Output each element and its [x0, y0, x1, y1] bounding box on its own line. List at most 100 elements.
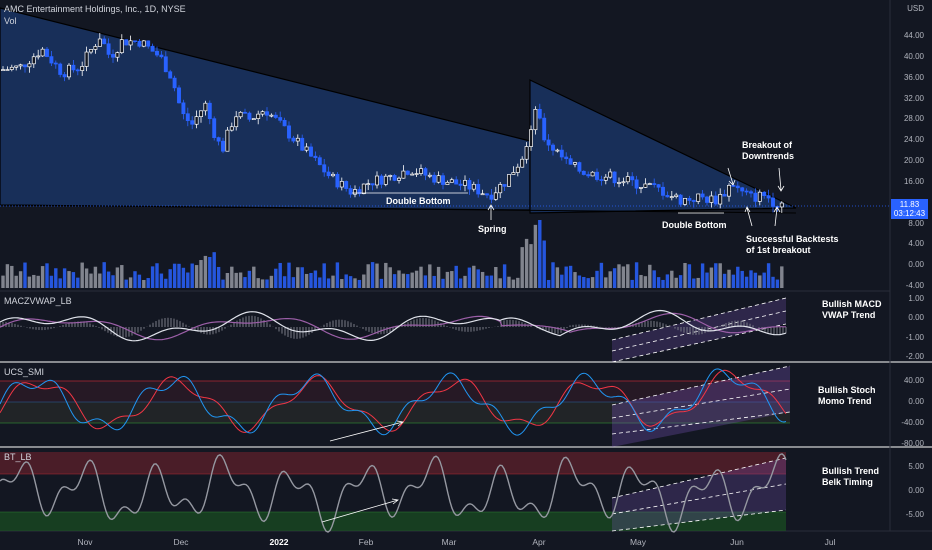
indicator-title-macd[interactable]: MACZVWAP_LB	[4, 296, 72, 306]
candle	[559, 149, 564, 158]
volume-bar	[472, 265, 476, 288]
candle	[419, 168, 423, 174]
volume-bar	[568, 265, 573, 288]
volume-bar	[736, 266, 740, 288]
volume-bar	[670, 270, 674, 288]
candle	[106, 43, 111, 55]
volume-bar	[485, 275, 489, 288]
candle	[155, 50, 159, 56]
candle	[722, 194, 727, 197]
candle	[172, 77, 177, 89]
bt-channel-lower	[611, 509, 787, 532]
bt-pane	[0, 452, 787, 533]
time-axis-label: May	[629, 537, 647, 547]
volume-bar	[533, 224, 538, 288]
candle	[586, 174, 591, 177]
candle	[221, 140, 225, 152]
breakout-arrow	[727, 167, 736, 186]
smi-pane	[0, 365, 791, 447]
last-price-tag: 11.83 03:12:43	[891, 199, 928, 219]
candle	[273, 114, 278, 118]
candle	[243, 111, 247, 114]
candle	[696, 193, 701, 202]
candle	[771, 197, 775, 207]
double-bottom-label: Double Bottom	[386, 196, 451, 206]
volume-bar	[238, 272, 243, 288]
volume-bar	[142, 279, 146, 288]
volume-bar	[520, 247, 524, 288]
volume-bar	[489, 275, 494, 288]
candle	[749, 191, 753, 194]
volume-bar	[665, 274, 670, 288]
candle	[36, 55, 41, 58]
candle	[458, 183, 463, 186]
candle	[414, 173, 419, 175]
volume-bar	[524, 238, 529, 288]
volume-bar	[683, 262, 687, 288]
candle	[669, 196, 674, 198]
double-bottom-label: Double Bottom	[662, 220, 727, 230]
volume-bar	[225, 272, 230, 288]
candle	[427, 174, 432, 177]
volume-bar	[621, 266, 626, 288]
smi-channel-fill	[612, 366, 790, 447]
volume-bar	[331, 275, 335, 288]
volume-bar	[502, 264, 507, 288]
candle	[309, 146, 313, 157]
candle	[238, 111, 243, 118]
indicator-title-bt[interactable]: BT_LB	[4, 452, 32, 462]
candle	[361, 183, 366, 195]
candle	[599, 179, 604, 181]
candle	[260, 111, 265, 115]
volume-bar	[758, 275, 762, 288]
smi-signal-line	[0, 369, 787, 433]
candle	[75, 69, 80, 72]
volume-bar	[89, 273, 93, 288]
indicator-title-smi[interactable]: UCS_SMI	[4, 367, 45, 377]
candle	[705, 196, 709, 203]
volume-bar	[652, 270, 656, 288]
breakout-arrow-2	[777, 167, 785, 192]
volume-bar	[692, 278, 696, 288]
volume-bar	[357, 279, 362, 288]
volume-bar	[199, 260, 203, 288]
candle	[234, 116, 239, 128]
symbol-title[interactable]: AMC Entertainment Holdings, Inc., 1D, NY…	[4, 4, 186, 14]
macd-note-line: Bullish MACD	[822, 299, 882, 309]
price-axis-label: 40.00	[903, 51, 924, 61]
volume-bar	[529, 244, 533, 288]
macd-pane	[0, 297, 787, 363]
volume-label[interactable]: Vol	[4, 16, 17, 26]
volume-bar	[379, 278, 384, 288]
candle	[23, 64, 27, 68]
candle	[124, 39, 129, 46]
candle	[511, 172, 516, 175]
bt-channel-mid	[611, 483, 787, 515]
candle	[269, 114, 274, 117]
backtest-label-line: Successful Backtests	[746, 234, 839, 244]
candle	[529, 129, 533, 147]
candle	[687, 198, 692, 201]
candle	[335, 173, 340, 188]
macd-channel-mid	[611, 310, 787, 352]
candle	[542, 117, 547, 141]
candle	[665, 195, 670, 198]
macd-axis-label: -1.00	[905, 333, 924, 342]
candle	[436, 175, 441, 183]
bt-note-line: Belk Timing	[822, 477, 873, 487]
price-axis-label: 32.00	[903, 93, 924, 103]
candle	[300, 137, 305, 151]
breakout-label-line: Downtrends	[742, 151, 795, 161]
price-axis-label: 8.00	[908, 218, 924, 228]
macd-axis-label: -2.00	[905, 352, 924, 361]
backtest-label-line: of 1st breakout	[746, 245, 811, 255]
candle	[67, 64, 71, 78]
candle	[93, 46, 98, 50]
candle	[62, 74, 67, 78]
candle	[423, 168, 428, 176]
price-axis-label: 36.00	[903, 72, 924, 82]
macd-note-line: VWAP Trend	[822, 310, 876, 320]
volume-bar	[40, 266, 45, 288]
candle	[379, 175, 384, 185]
